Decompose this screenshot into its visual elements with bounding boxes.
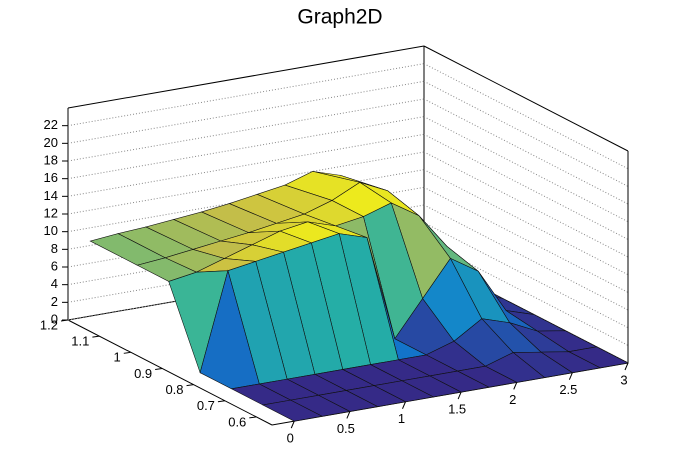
grid-line bbox=[67, 151, 425, 215]
x-tick-label: 3 bbox=[620, 372, 627, 387]
grid-line bbox=[423, 239, 629, 346]
z-tick-label: 8 bbox=[51, 241, 58, 256]
z-tick-label: 22 bbox=[44, 117, 58, 132]
x-tick bbox=[568, 372, 573, 380]
y-tick bbox=[186, 384, 194, 387]
grid-line bbox=[423, 98, 629, 205]
z-tick-label: 18 bbox=[44, 152, 58, 167]
y-tick-label: 0.6 bbox=[228, 414, 246, 429]
y-tick-label: 0.8 bbox=[165, 382, 183, 397]
grid-line bbox=[67, 63, 425, 127]
x-tick bbox=[402, 401, 406, 409]
grid-line bbox=[423, 222, 629, 329]
y-tick-label: 0.7 bbox=[197, 398, 215, 413]
grid-line bbox=[67, 98, 425, 162]
x-tick bbox=[346, 411, 351, 419]
x-tick-label: 2.5 bbox=[559, 382, 577, 397]
x-tick-label: 1 bbox=[398, 411, 405, 426]
chart-title: Graph2D bbox=[297, 6, 382, 29]
grid-line bbox=[67, 133, 425, 197]
y-tick-label: 1.1 bbox=[71, 334, 89, 349]
grid-line bbox=[423, 133, 629, 240]
x-tick bbox=[624, 362, 629, 371]
grid-line bbox=[423, 151, 629, 258]
x-tick bbox=[290, 420, 295, 429]
x-tick-label: 2 bbox=[509, 392, 516, 407]
grid-line bbox=[423, 80, 629, 187]
z-tick-label: 4 bbox=[51, 276, 58, 291]
z-tick-label: 6 bbox=[51, 258, 58, 273]
grid-line bbox=[423, 63, 629, 170]
z-tick-label: 0 bbox=[51, 311, 58, 326]
grid-line bbox=[423, 116, 629, 223]
y-tick-label: 1.2 bbox=[40, 317, 58, 332]
y-tick bbox=[217, 400, 225, 403]
grid-line bbox=[423, 204, 629, 311]
box-edge bbox=[67, 319, 273, 426]
x-tick-label: 0.5 bbox=[337, 421, 355, 436]
y-tick bbox=[155, 367, 163, 370]
z-tick-label: 10 bbox=[44, 223, 58, 238]
y-tick bbox=[123, 351, 131, 354]
z-tick-label: 14 bbox=[44, 188, 58, 203]
x-tick-label: 0 bbox=[287, 431, 294, 446]
y-tick bbox=[60, 319, 69, 322]
grid-line bbox=[423, 169, 629, 276]
y-tick-label: 1 bbox=[114, 350, 121, 365]
y-tick-label: 0.9 bbox=[134, 366, 152, 381]
z-tick-label: 20 bbox=[44, 135, 58, 150]
grid-line bbox=[67, 116, 425, 180]
x-tick bbox=[457, 391, 462, 400]
box-edge bbox=[423, 45, 629, 152]
y-tick bbox=[92, 335, 100, 338]
x-tick-label: 1.5 bbox=[448, 402, 466, 417]
x-tick bbox=[513, 382, 518, 390]
grid-line bbox=[67, 80, 425, 144]
y-tick bbox=[249, 416, 257, 419]
z-tick-label: 12 bbox=[44, 205, 58, 220]
z-tick-label: 16 bbox=[44, 170, 58, 185]
z-tick-label: 2 bbox=[51, 294, 58, 309]
grid-line bbox=[423, 186, 629, 293]
surface-cell bbox=[261, 399, 323, 422]
box-edge bbox=[67, 45, 425, 109]
